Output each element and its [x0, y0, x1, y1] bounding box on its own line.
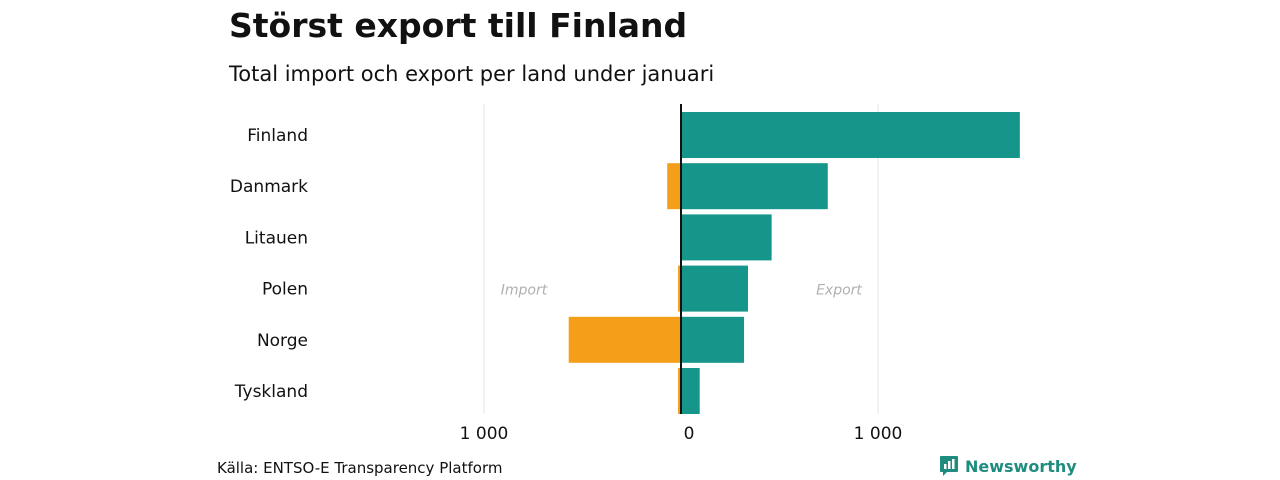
bar-export-danmark — [681, 163, 828, 210]
category-label: Finland — [247, 126, 308, 146]
bars — [568, 112, 1020, 414]
bar-import-norge — [568, 316, 681, 363]
category-label: Tyskland — [234, 382, 308, 402]
x-tick-label: 0 — [684, 424, 695, 444]
x-tick-label: 1 000 — [854, 424, 903, 444]
import-side-label: Import — [501, 283, 548, 299]
category-label: Litauen — [245, 228, 308, 248]
bar-export-tyskland — [681, 368, 700, 414]
source-note: Källa: ENTSO-E Transparency Platform — [217, 459, 503, 477]
brand-logo: Newsworthy — [939, 455, 1077, 477]
labels: Finland Danmark Litauen Polen Norge Tyskland 1… — [230, 126, 902, 444]
bar-export-norge — [681, 316, 745, 363]
bar-import-tyskland — [678, 368, 681, 414]
brand-name: Newsworthy — [965, 456, 1077, 476]
bar-export-litauen — [681, 214, 772, 261]
category-label: Danmark — [230, 177, 308, 197]
category-label: Norge — [257, 331, 308, 351]
chart-subtitle: Total import och export per land under j… — [229, 62, 715, 86]
bar-export-polen — [681, 265, 748, 312]
x-tick-label: 1 000 — [460, 424, 509, 444]
bar-import-danmark — [667, 163, 681, 210]
bar-export-finland — [681, 112, 1020, 158]
newsworthy-logo-icon — [940, 456, 958, 476]
export-side-label: Export — [816, 283, 862, 299]
bar-import-polen — [678, 265, 681, 312]
chart-title: Störst export till Finland — [229, 6, 688, 45]
category-label: Polen — [262, 280, 308, 300]
